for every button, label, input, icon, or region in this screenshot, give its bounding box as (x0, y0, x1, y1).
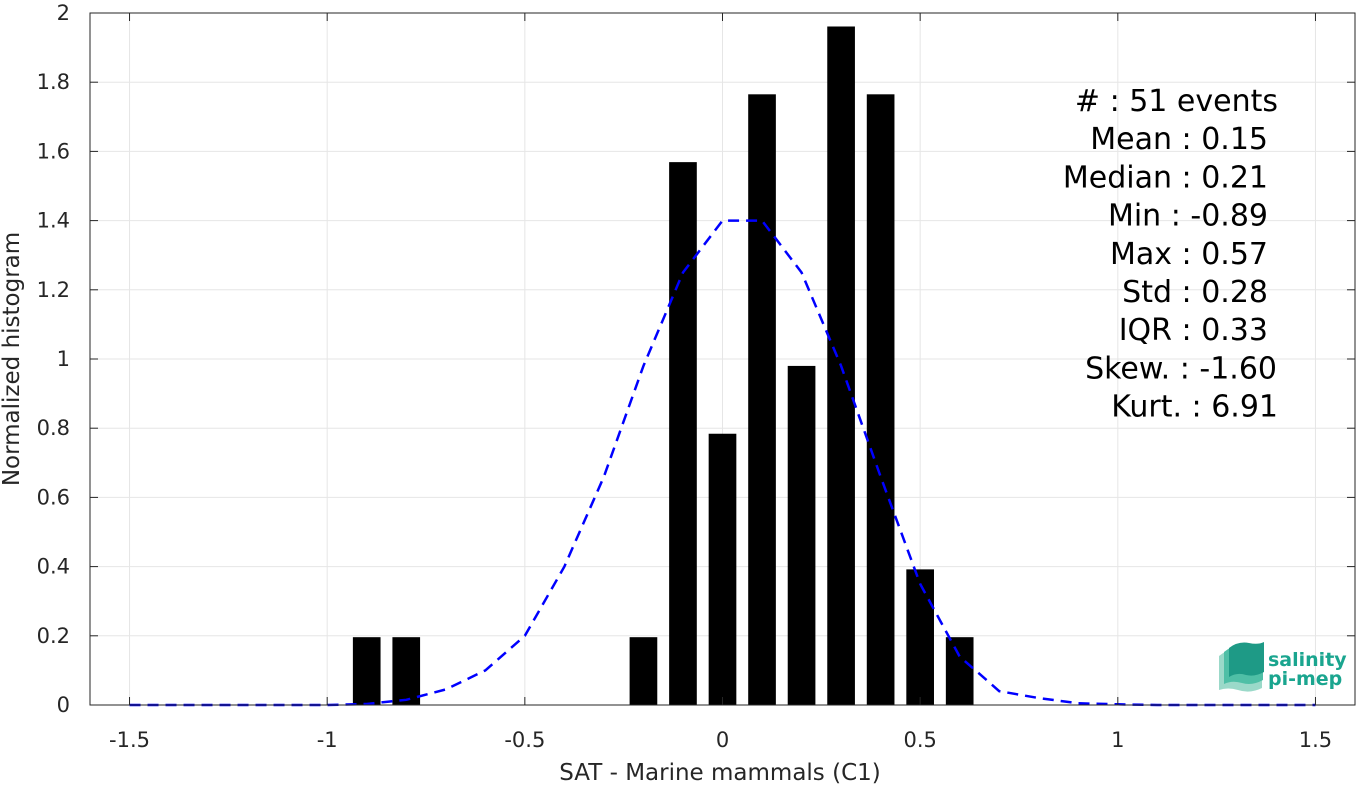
x-tick-label: -0.5 (504, 728, 545, 752)
histogram-bar (352, 637, 381, 705)
histogram-bar (866, 94, 895, 705)
stat-line: Mean : 0.15 (1090, 122, 1268, 157)
x-tick-label: 1.5 (1299, 728, 1332, 752)
y-tick-label: 0 (57, 693, 70, 717)
y-tick-label: 0.4 (37, 555, 70, 579)
x-axis-ticks: -1.5 -1 -0.5 0 0.5 1 1.5 (109, 13, 1332, 752)
stat-line: Min : -0.89 (1108, 199, 1268, 234)
stat-line: Kurt. : 6.91 (1111, 390, 1278, 425)
x-tick-label: 1 (1111, 728, 1124, 752)
stat-line: # : 51 events (1075, 84, 1278, 119)
stat-line: Skew. : -1.60 (1085, 351, 1277, 386)
histogram-bars (352, 26, 974, 706)
stat-line: Max : 0.57 (1110, 237, 1268, 272)
stat-line: Std : 0.28 (1122, 275, 1268, 310)
logo-icon (1219, 642, 1264, 692)
x-tick-label: 0.5 (903, 728, 936, 752)
x-tick-label: 0 (716, 728, 729, 752)
histogram-bar (392, 637, 421, 705)
histogram-bar (945, 637, 974, 705)
y-tick-label: 1.6 (37, 139, 70, 163)
histogram-bar (748, 94, 776, 705)
logo-line-1: salinity (1268, 649, 1347, 671)
y-tick-label: 1.2 (37, 278, 70, 302)
y-tick-label: 1.4 (37, 209, 70, 233)
y-tick-label: 1.8 (37, 70, 70, 94)
histogram-bar (708, 433, 737, 705)
y-tick-label: 1 (57, 347, 70, 371)
histogram-bar (906, 569, 934, 705)
y-tick-label: 0.6 (37, 485, 70, 509)
y-tick-label: 0.8 (37, 416, 70, 440)
salinity-pi-mep-logo: salinity pi-mep (1219, 642, 1347, 692)
y-axis-label: Normalized histogram (0, 232, 25, 486)
x-tick-label: -1.5 (109, 728, 150, 752)
y-axis-ticks: 0 0.2 0.4 0.6 0.8 1 1.2 1.4 1.6 1.8 2 (37, 1, 1355, 717)
histogram-bar (669, 162, 697, 706)
stat-line: Median : 0.21 (1063, 160, 1268, 195)
x-tick-label: -1 (317, 728, 338, 752)
x-axis-label: SAT - Marine mammals (C1) (559, 760, 881, 785)
y-tick-label: 0.2 (37, 624, 70, 648)
y-tick-label: 2 (57, 1, 70, 25)
histogram-bar (787, 365, 816, 705)
histogram-bar (629, 637, 658, 705)
logo-line-2: pi-mep (1268, 668, 1342, 690)
stat-line: IQR : 0.33 (1119, 313, 1268, 348)
